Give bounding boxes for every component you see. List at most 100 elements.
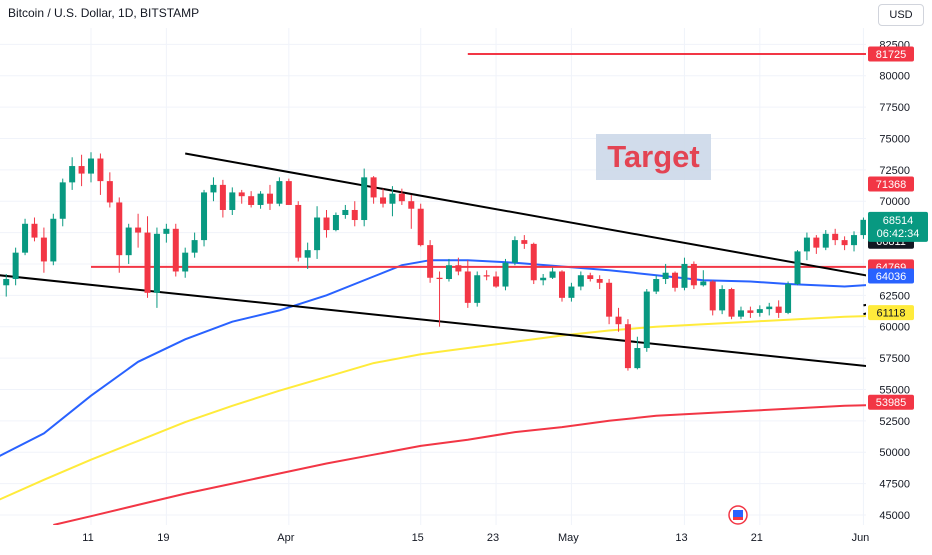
candle-body [483,275,490,277]
candle-body [643,291,650,349]
candle [841,236,848,251]
price-label-box [868,176,914,192]
candle-body [22,223,29,253]
candle-body [747,310,754,313]
candle-body [116,202,123,256]
candle [822,230,829,251]
candle [549,267,556,280]
candle [766,302,773,316]
candle [389,186,396,217]
candle-body [606,282,613,317]
candle-body [455,265,462,272]
candle-body [577,275,584,287]
candle [756,305,763,317]
candle-body [323,217,330,231]
candle-body [257,193,264,205]
candle-body [662,272,669,280]
candle-body [624,324,631,369]
candle-body [135,227,142,233]
candle [266,184,273,210]
time-axis-tick-label: 19 [157,532,169,544]
candle [511,236,518,266]
candle [672,271,679,292]
price-axis-tick-label: 50000 [879,447,910,459]
candle [116,197,123,273]
candle-body [88,158,94,174]
candle-body [153,233,160,293]
target-annotation: Target [596,134,711,180]
candle [12,247,19,286]
candle [709,280,716,316]
candle [690,261,697,290]
price-labels: 8172571368647696681164036611185398568514… [868,46,928,410]
candle-body [50,218,57,262]
candle-body [596,279,603,283]
candle [728,287,735,320]
candle [163,223,170,243]
candle [106,172,113,208]
candle [351,201,358,227]
time-axis-tick-label: 13 [675,532,687,544]
candle-body [78,166,85,174]
candle-body [182,252,189,272]
price-axis-tick-label: 57500 [879,353,910,365]
price-axis-tick-label: 72500 [879,165,910,177]
candle [851,231,858,252]
candle-body [521,240,528,244]
candle-body [832,233,839,241]
candle [201,189,208,247]
candle [285,178,292,205]
candle-body [31,223,38,238]
candle-body [756,309,763,313]
candle [577,271,584,291]
currency-button[interactable]: USD [878,4,924,26]
candle [238,189,245,204]
candle-body [342,209,349,216]
candle-body [248,196,255,205]
candle-body [681,263,688,288]
price-axis-tick-label: 80000 [879,71,910,83]
plot-layer [0,53,866,525]
price-axis-tick-label: 47500 [879,479,910,491]
candle-body [172,228,179,272]
candle-body [568,286,575,298]
candle-body [219,184,226,210]
price-label-text: 53985 [876,397,907,409]
candle [436,271,443,327]
candle [398,188,405,205]
price-label: 64036 [868,268,914,284]
price-label-text: 81725 [876,49,907,61]
trendline [185,152,866,277]
candle-body [229,192,236,210]
moving-average-line [0,315,866,501]
candle-body [417,208,424,246]
candle [31,217,38,242]
candle [606,279,613,325]
candle [88,152,94,183]
candle [144,216,151,298]
candle-body [464,271,471,303]
candle [662,263,669,285]
candle [210,177,217,202]
candle [530,242,537,285]
candle [540,273,547,286]
candle [794,250,801,286]
last-price-value: 68514 [883,215,914,227]
time-axis-tick-label: Jun [852,532,870,544]
candle-body [690,263,697,286]
candle [860,217,866,239]
price-label-text: 71368 [876,179,907,191]
time-axis-tick-label: Apr [277,532,294,544]
price-label-box [868,305,914,321]
candle-body [530,243,537,281]
candle [568,282,575,302]
candle [50,213,57,266]
candle [596,275,603,290]
price-axis-tick-label: 45000 [879,510,910,522]
candle [483,270,490,281]
candle [229,187,236,216]
candle-body [851,235,858,246]
